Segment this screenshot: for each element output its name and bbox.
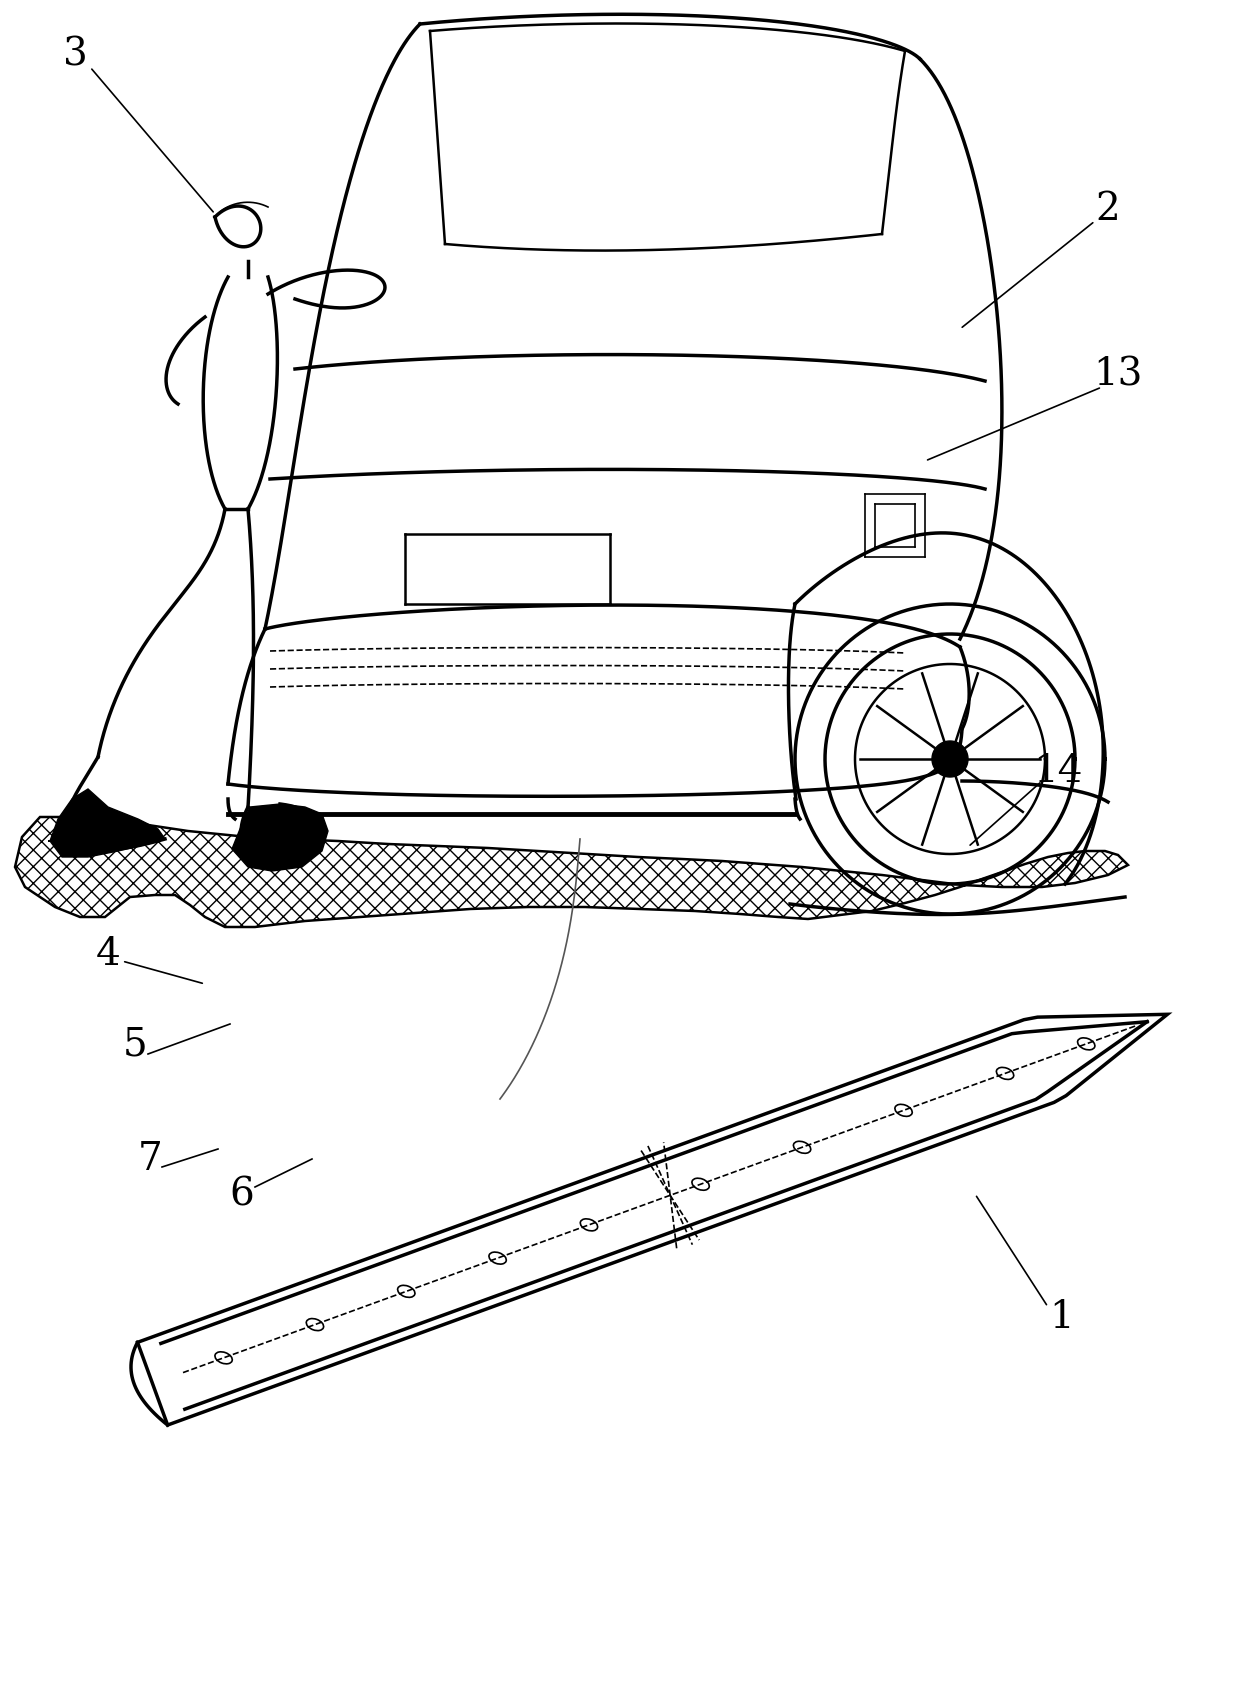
Polygon shape (138, 1014, 1167, 1425)
Text: 13: 13 (1094, 357, 1143, 394)
Polygon shape (232, 804, 329, 871)
Polygon shape (48, 789, 165, 858)
Text: 7: 7 (138, 1140, 162, 1177)
Text: 14: 14 (1033, 754, 1083, 791)
Text: 3: 3 (63, 37, 87, 74)
Text: 6: 6 (229, 1176, 254, 1213)
Text: 2: 2 (1096, 192, 1121, 229)
Text: 4: 4 (95, 935, 120, 972)
Polygon shape (932, 742, 968, 777)
Text: 5: 5 (123, 1026, 148, 1063)
Text: 1: 1 (1050, 1299, 1074, 1336)
Polygon shape (15, 817, 1128, 927)
